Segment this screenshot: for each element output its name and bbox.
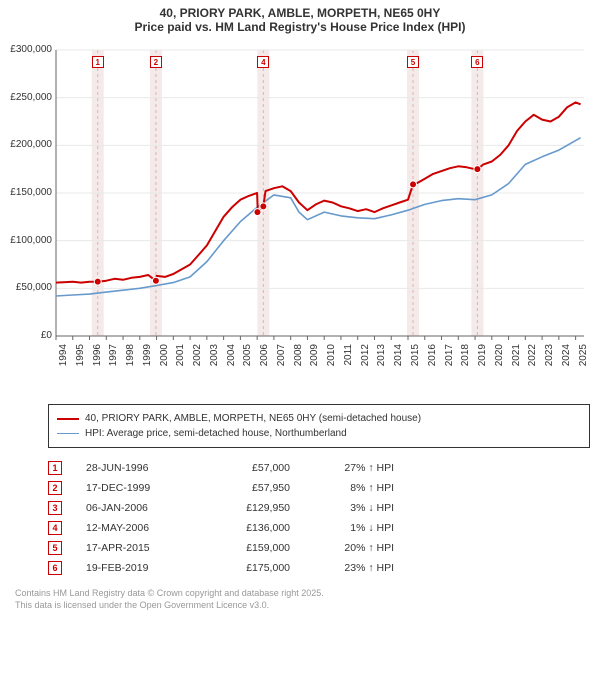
- transaction-pct: 8% ↑ HPI: [314, 482, 394, 494]
- x-axis-label: 2007: [276, 344, 287, 374]
- transaction-row: 4 12-MAY-2006 £136,000 1% ↓ HPI: [48, 518, 590, 538]
- transaction-marker: 2: [48, 481, 62, 495]
- transaction-date: 19-FEB-2019: [86, 562, 186, 574]
- transaction-price: £57,950: [210, 482, 290, 494]
- chart-area: 1 2 4 5 6 £0 £50,000 £100,000 £150,000 £200,000 £2…: [10, 42, 590, 362]
- panel-marker: 6: [471, 56, 483, 68]
- x-axis-label: 2017: [444, 344, 455, 374]
- x-axis-label: 1997: [108, 344, 119, 374]
- transactions-table: 1 28-JUN-1996 £57,000 27% ↑ HPI 2 17-DEC-1999…: [48, 458, 590, 578]
- y-axis-label: £0: [10, 330, 52, 341]
- transaction-date: 17-DEC-1999: [86, 482, 186, 494]
- x-axis-label: 2004: [226, 344, 237, 374]
- transaction-price: £136,000: [210, 522, 290, 534]
- x-axis-label: 2006: [259, 344, 270, 374]
- x-axis-label: 2009: [309, 344, 320, 374]
- x-axis-label: 2022: [527, 344, 538, 374]
- x-axis-label: 2013: [376, 344, 387, 374]
- x-axis-label: 1999: [142, 344, 153, 374]
- footer-line: This data is licensed under the Open Gov…: [15, 600, 590, 612]
- y-axis-label: £250,000: [10, 92, 52, 103]
- y-axis-label: £200,000: [10, 139, 52, 150]
- x-axis-label: 1996: [92, 344, 103, 374]
- line-chart-svg: [10, 42, 590, 362]
- x-axis-label: 2000: [159, 344, 170, 374]
- legend-label: 40, PRIORY PARK, AMBLE, MORPETH, NE65 0H…: [85, 411, 421, 426]
- transaction-pct: 20% ↑ HPI: [314, 542, 394, 554]
- transaction-row: 5 17-APR-2015 £159,000 20% ↑ HPI: [48, 538, 590, 558]
- x-axis-label: 2019: [477, 344, 488, 374]
- transaction-date: 28-JUN-1996: [86, 462, 186, 474]
- transaction-date: 06-JAN-2006: [86, 502, 186, 514]
- footer-line: Contains HM Land Registry data © Crown c…: [15, 588, 590, 600]
- transaction-marker: 5: [48, 541, 62, 555]
- transaction-date: 17-APR-2015: [86, 542, 186, 554]
- transaction-marker: 1: [48, 461, 62, 475]
- x-axis-label: 2023: [544, 344, 555, 374]
- panel-marker: 5: [407, 56, 419, 68]
- transaction-pct: 3% ↓ HPI: [314, 502, 394, 514]
- y-axis-label: £100,000: [10, 235, 52, 246]
- transaction-pct: 27% ↑ HPI: [314, 462, 394, 474]
- legend-item: HPI: Average price, semi-detached house,…: [57, 426, 581, 441]
- x-axis-label: 2015: [410, 344, 421, 374]
- transaction-row: 6 19-FEB-2019 £175,000 23% ↑ HPI: [48, 558, 590, 578]
- transaction-price: £57,000: [210, 462, 290, 474]
- transaction-price: £159,000: [210, 542, 290, 554]
- x-axis-label: 2016: [427, 344, 438, 374]
- x-axis-label: 1995: [75, 344, 86, 374]
- x-axis-label: 2003: [209, 344, 220, 374]
- x-axis-label: 2008: [293, 344, 304, 374]
- y-axis-label: £150,000: [10, 187, 52, 198]
- x-axis-label: 2014: [393, 344, 404, 374]
- x-axis-label: 1994: [58, 344, 69, 374]
- x-axis-label: 2010: [326, 344, 337, 374]
- x-axis-label: 2002: [192, 344, 203, 374]
- x-axis-label: 2018: [460, 344, 471, 374]
- x-axis-label: 2011: [343, 344, 354, 374]
- transaction-price: £175,000: [210, 562, 290, 574]
- legend-swatch: [57, 418, 79, 420]
- chart-title-block: 40, PRIORY PARK, AMBLE, MORPETH, NE65 0H…: [0, 0, 600, 38]
- x-axis-label: 1998: [125, 344, 136, 374]
- y-axis-label: £300,000: [10, 44, 52, 55]
- title-line-1: 40, PRIORY PARK, AMBLE, MORPETH, NE65 0H…: [10, 6, 590, 20]
- legend-item: 40, PRIORY PARK, AMBLE, MORPETH, NE65 0H…: [57, 411, 581, 426]
- transaction-pct: 1% ↓ HPI: [314, 522, 394, 534]
- x-axis-label: 2012: [360, 344, 371, 374]
- legend: 40, PRIORY PARK, AMBLE, MORPETH, NE65 0H…: [48, 404, 590, 448]
- legend-label: HPI: Average price, semi-detached house,…: [85, 426, 347, 441]
- transaction-row: 2 17-DEC-1999 £57,950 8% ↑ HPI: [48, 478, 590, 498]
- x-axis-label: 2001: [175, 344, 186, 374]
- transaction-marker: 6: [48, 561, 62, 575]
- transaction-price: £129,950: [210, 502, 290, 514]
- x-axis-label: 2021: [511, 344, 522, 374]
- x-axis-label: 2024: [561, 344, 572, 374]
- transaction-pct: 23% ↑ HPI: [314, 562, 394, 574]
- transaction-row: 3 06-JAN-2006 £129,950 3% ↓ HPI: [48, 498, 590, 518]
- panel-marker: 1: [92, 56, 104, 68]
- legend-swatch: [57, 433, 79, 434]
- y-axis-label: £50,000: [10, 282, 52, 293]
- transaction-date: 12-MAY-2006: [86, 522, 186, 534]
- footer: Contains HM Land Registry data © Crown c…: [15, 588, 590, 611]
- transaction-marker: 4: [48, 521, 62, 535]
- panel-marker: 2: [150, 56, 162, 68]
- transaction-marker: 3: [48, 501, 62, 515]
- x-axis-label: 2020: [494, 344, 505, 374]
- x-axis-label: 2005: [242, 344, 253, 374]
- panel-marker: 4: [257, 56, 269, 68]
- x-axis-label: 2025: [578, 344, 589, 374]
- transaction-row: 1 28-JUN-1996 £57,000 27% ↑ HPI: [48, 458, 590, 478]
- title-line-2: Price paid vs. HM Land Registry's House …: [10, 20, 590, 34]
